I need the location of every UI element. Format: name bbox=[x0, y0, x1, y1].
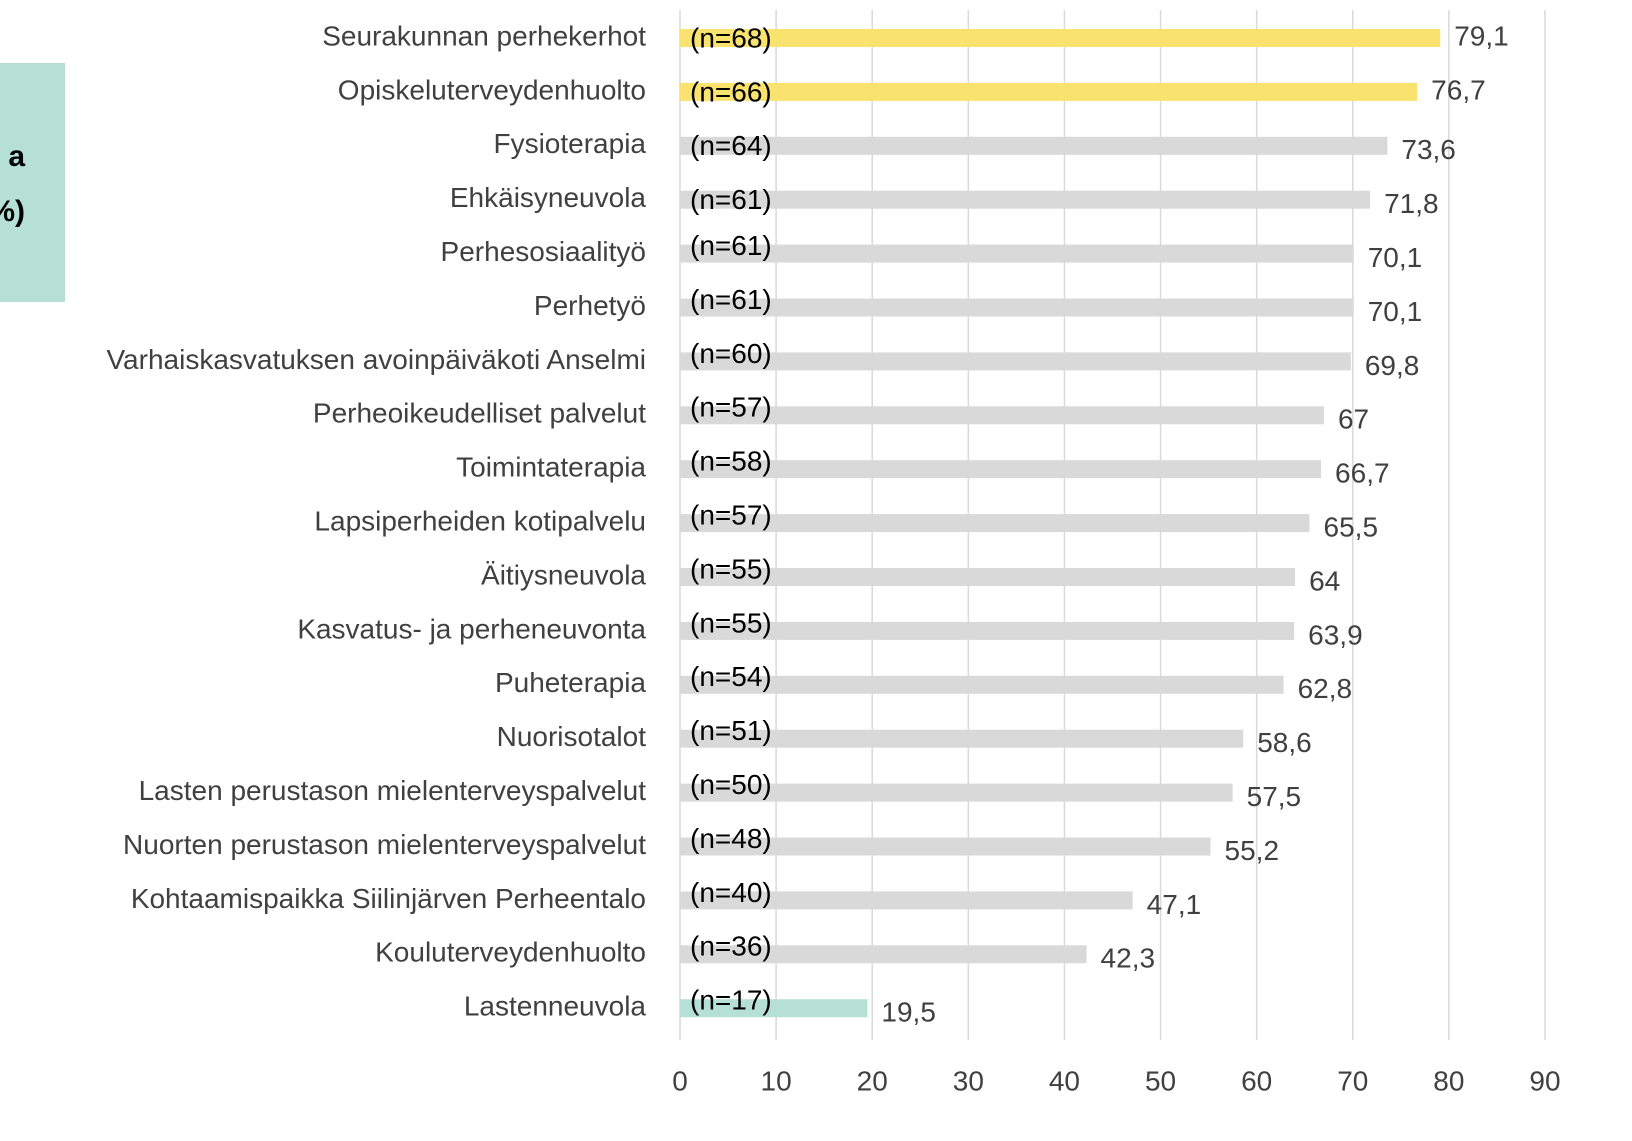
n-label: (n=48) bbox=[690, 823, 772, 854]
bar bbox=[680, 190, 1371, 209]
value-label: 19,5 bbox=[881, 997, 936, 1028]
n-label: (n=17) bbox=[690, 985, 772, 1016]
bar bbox=[680, 837, 1211, 856]
value-label: 47,1 bbox=[1147, 889, 1202, 920]
bar bbox=[680, 999, 868, 1018]
y-tick-label: Perhesosiaalityö bbox=[441, 236, 646, 267]
n-label: (n=68) bbox=[690, 22, 772, 53]
n-label: (n=54) bbox=[690, 661, 772, 692]
y-tick-label: Perheoikeudelliset palvelut bbox=[313, 398, 646, 429]
value-label: 70,1 bbox=[1368, 242, 1423, 273]
x-tick-label: 60 bbox=[1241, 1065, 1272, 1096]
n-label: (n=61) bbox=[690, 184, 772, 215]
n-label: (n=36) bbox=[690, 931, 772, 962]
x-tick-label: 40 bbox=[1049, 1065, 1080, 1096]
value-label: 58,6 bbox=[1257, 727, 1312, 758]
y-tick-label: Kohtaamispaikka Siilinjärven Perheentalo bbox=[131, 883, 646, 914]
y-tick-label: Puheterapia bbox=[495, 667, 646, 698]
value-label: 76,7 bbox=[1431, 74, 1486, 105]
x-tick-label: 70 bbox=[1337, 1065, 1368, 1096]
n-label: (n=57) bbox=[690, 499, 772, 530]
bar bbox=[680, 514, 1310, 533]
y-tick-label: Kouluterveydenhuolto bbox=[375, 937, 646, 968]
box-text: %) bbox=[0, 195, 25, 228]
y-tick-label: Fysioterapia bbox=[493, 128, 646, 159]
n-label: (n=55) bbox=[690, 553, 772, 584]
y-tick-label: Lastenneuvola bbox=[464, 991, 647, 1022]
value-label: 65,5 bbox=[1324, 511, 1379, 542]
y-tick-label: Lapsiperheiden kotipalvelu bbox=[314, 505, 646, 536]
y-tick-label: Ehkäisyneuvola bbox=[450, 182, 647, 213]
bar bbox=[680, 675, 1284, 694]
x-tick-label: 30 bbox=[953, 1065, 984, 1096]
bar bbox=[680, 406, 1324, 425]
value-label: 69,8 bbox=[1365, 350, 1420, 381]
n-label: (n=51) bbox=[690, 715, 772, 746]
y-tick-label: Nuorisotalot bbox=[497, 721, 647, 752]
y-tick-label: Nuorten perustason mielenterveyspalvelut bbox=[123, 829, 646, 860]
y-tick-label: Varhaiskasvatuksen avoinpäiväkoti Anselm… bbox=[106, 344, 646, 375]
x-tick-label: 50 bbox=[1145, 1065, 1176, 1096]
n-label: (n=61) bbox=[690, 230, 772, 261]
bar bbox=[680, 136, 1388, 155]
value-label: 66,7 bbox=[1335, 458, 1390, 489]
n-label: (n=61) bbox=[690, 284, 772, 315]
y-tick-label: Perhetyö bbox=[534, 290, 646, 321]
n-label: (n=64) bbox=[690, 130, 772, 161]
n-label: (n=66) bbox=[690, 76, 772, 107]
x-tick-label: 0 bbox=[672, 1065, 688, 1096]
bar bbox=[680, 244, 1354, 263]
bar bbox=[680, 82, 1418, 101]
bar bbox=[680, 460, 1322, 479]
value-label: 79,1 bbox=[1454, 20, 1509, 51]
bar bbox=[680, 568, 1296, 586]
bar bbox=[680, 729, 1244, 748]
n-label: (n=40) bbox=[690, 877, 772, 908]
bar bbox=[680, 29, 1441, 47]
y-tick-label: Seurakunnan perhekerhot bbox=[322, 20, 646, 51]
y-tick-label: Äitiysneuvola bbox=[481, 559, 646, 590]
bar bbox=[680, 352, 1351, 371]
bar bbox=[680, 891, 1133, 910]
n-label: (n=58) bbox=[690, 446, 772, 477]
value-label: 64 bbox=[1309, 565, 1340, 596]
n-label: (n=60) bbox=[690, 338, 772, 369]
bar bbox=[680, 298, 1354, 317]
y-tick-label: Kasvatus- ja perheneuvonta bbox=[297, 613, 646, 644]
box-text: a bbox=[8, 140, 25, 173]
x-tick-label: 20 bbox=[857, 1065, 888, 1096]
value-label: 71,8 bbox=[1384, 188, 1439, 219]
n-label: (n=55) bbox=[690, 607, 772, 638]
y-tick-label: Opiskeluterveydenhuolto bbox=[338, 74, 646, 105]
y-tick-label: Toimintaterapia bbox=[456, 452, 646, 483]
x-tick-label: 80 bbox=[1433, 1065, 1464, 1096]
bar bbox=[680, 621, 1295, 640]
value-label: 62,8 bbox=[1298, 673, 1353, 704]
bar bbox=[680, 783, 1233, 802]
x-tick-label: 10 bbox=[761, 1065, 792, 1096]
value-label: 63,9 bbox=[1308, 619, 1363, 650]
y-tick-label: Lasten perustason mielenterveyspalvelut bbox=[139, 775, 647, 806]
n-label: (n=50) bbox=[690, 769, 772, 800]
bar bbox=[680, 945, 1087, 964]
value-label: 73,6 bbox=[1401, 134, 1456, 165]
value-label: 67 bbox=[1338, 404, 1369, 435]
legend-box bbox=[0, 63, 65, 302]
value-label: 57,5 bbox=[1247, 781, 1302, 812]
value-label: 42,3 bbox=[1101, 943, 1156, 974]
value-label: 70,1 bbox=[1368, 296, 1423, 327]
value-label: 55,2 bbox=[1225, 835, 1280, 866]
x-tick-label: 90 bbox=[1529, 1065, 1560, 1096]
n-label: (n=57) bbox=[690, 392, 772, 423]
